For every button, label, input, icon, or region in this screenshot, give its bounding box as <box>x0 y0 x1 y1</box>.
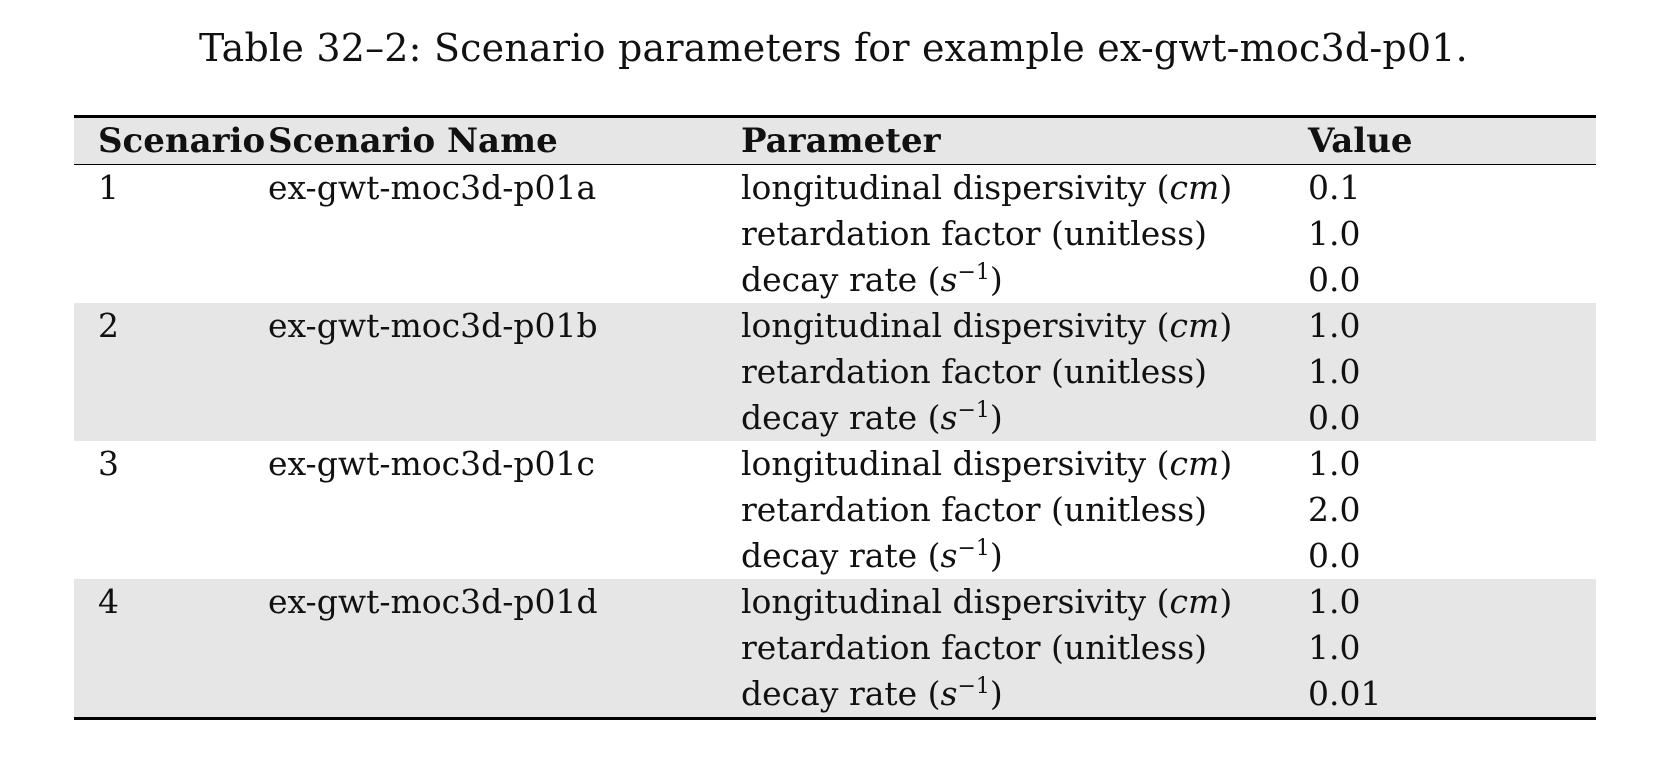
scenario-number: 2 <box>74 303 268 349</box>
table-row: decay rate (s−1) 0.01 <box>74 671 1596 717</box>
scenario-parameters-table: Scenario Scenario Name Parameter Value 1… <box>74 118 1596 717</box>
parameters-table-container: Scenario Scenario Name Parameter Value 1… <box>74 115 1596 720</box>
table-row: 4 ex-gwt-moc3d-p01d longitudinal dispers… <box>74 579 1596 625</box>
value-cell: 1.0 <box>1308 303 1596 349</box>
parameter-decay: decay rate (s−1) <box>741 536 1003 575</box>
header-row: Scenario Scenario Name Parameter Value <box>74 118 1596 165</box>
parameter-decay: decay rate (s−1) <box>741 395 1308 441</box>
scenario-group-2: 2 ex-gwt-moc3d-p01b longitudinal dispers… <box>74 303 1596 441</box>
value-cell: 0.01 <box>1308 671 1596 717</box>
scenario-name: ex-gwt-moc3d-p01c <box>268 444 596 483</box>
table-caption: Table 32–2: Scenario parameters for exam… <box>199 26 1468 70</box>
parameter-dispersivity: longitudinal dispersivity (cm) <box>741 303 1308 349</box>
scenario-number: 4 <box>74 579 268 625</box>
parameter-decay: decay rate (s−1) <box>741 671 1308 717</box>
value-cell: 0.1 <box>1308 168 1361 207</box>
parameter-retardation: retardation factor (unitless) <box>741 349 1308 395</box>
scenario-group-1: 1 ex-gwt-moc3d-p01a longitudinal dispers… <box>74 165 1596 304</box>
table-row: 3 ex-gwt-moc3d-p01c longitudinal dispers… <box>74 441 1596 487</box>
table-row: decay rate (s−1) 0.0 <box>74 257 1596 303</box>
value-cell: 1.0 <box>1308 349 1596 395</box>
parameter-dispersivity: longitudinal dispersivity (cm) <box>741 444 1233 483</box>
value-cell: 2.0 <box>1308 490 1361 529</box>
scenario-number: 3 <box>98 444 119 483</box>
scenario-group-3: 3 ex-gwt-moc3d-p01c longitudinal dispers… <box>74 441 1596 579</box>
header-scenario: Scenario <box>74 118 268 165</box>
value-cell: 0.0 <box>1308 260 1361 299</box>
table-row: retardation factor (unitless) 1.0 <box>74 625 1596 671</box>
scenario-number: 1 <box>98 168 119 207</box>
table-row: 1 ex-gwt-moc3d-p01a longitudinal dispers… <box>74 165 1596 212</box>
scenario-name: ex-gwt-moc3d-p01d <box>268 579 741 625</box>
parameter-dispersivity: longitudinal dispersivity (cm) <box>741 579 1308 625</box>
table-row: decay rate (s−1) 0.0 <box>74 533 1596 579</box>
table-row: retardation factor (unitless) 1.0 <box>74 211 1596 257</box>
value-cell: 1.0 <box>1308 214 1361 253</box>
table-row: retardation factor (unitless) 1.0 <box>74 349 1596 395</box>
header-value: Value <box>1308 118 1596 165</box>
table-row: decay rate (s−1) 0.0 <box>74 395 1596 441</box>
table-row: 2 ex-gwt-moc3d-p01b longitudinal dispers… <box>74 303 1596 349</box>
table-row: retardation factor (unitless) 2.0 <box>74 487 1596 533</box>
header-parameter: Parameter <box>741 118 1308 165</box>
scenario-name: ex-gwt-moc3d-p01b <box>268 303 741 349</box>
parameter-retardation: retardation factor (unitless) <box>741 214 1208 253</box>
scenario-group-4: 4 ex-gwt-moc3d-p01d longitudinal dispers… <box>74 579 1596 717</box>
table-header: Scenario Scenario Name Parameter Value <box>74 118 1596 165</box>
value-cell: 0.0 <box>1308 536 1361 575</box>
scenario-name: ex-gwt-moc3d-p01a <box>268 168 597 207</box>
header-scenario-name: Scenario Name <box>268 118 741 165</box>
value-cell: 1.0 <box>1308 625 1596 671</box>
parameter-dispersivity: longitudinal dispersivity (cm) <box>741 168 1233 207</box>
parameter-decay: decay rate (s−1) <box>741 260 1003 299</box>
value-cell: 1.0 <box>1308 444 1361 483</box>
parameter-retardation: retardation factor (unitless) <box>741 625 1308 671</box>
value-cell: 1.0 <box>1308 579 1596 625</box>
value-cell: 0.0 <box>1308 395 1596 441</box>
parameter-retardation: retardation factor (unitless) <box>741 490 1208 529</box>
